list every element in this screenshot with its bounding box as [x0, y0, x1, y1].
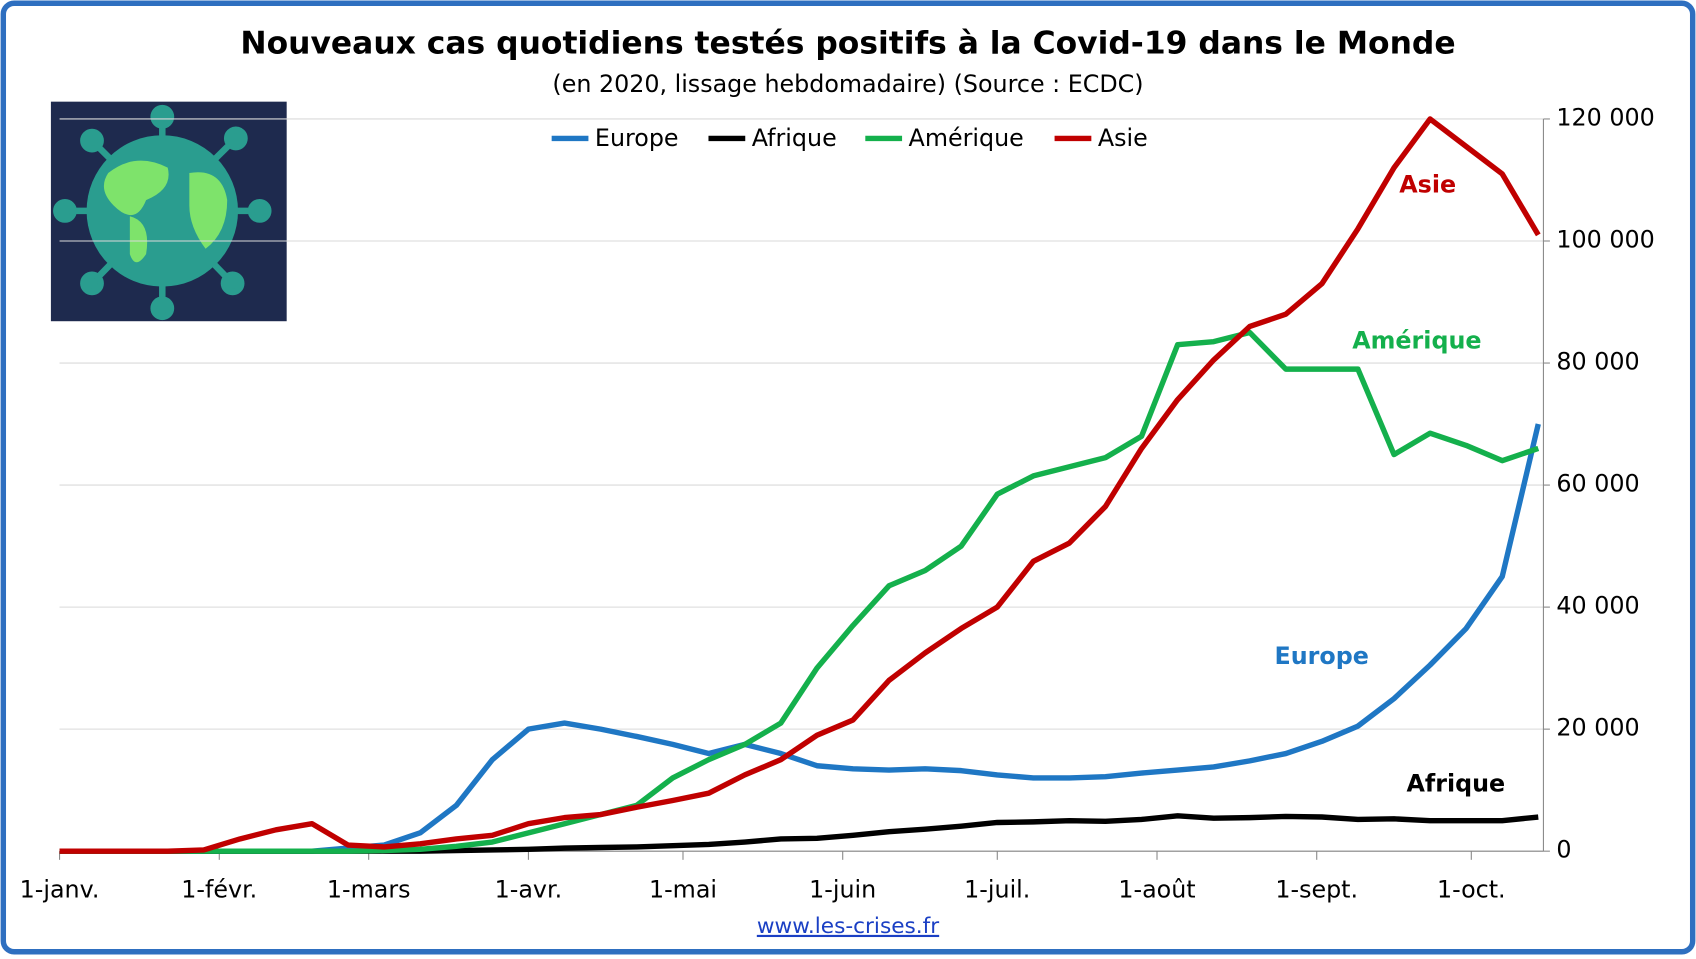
chart-subtitle: (en 2020, lissage hebdomadaire) (Source …	[552, 70, 1143, 98]
series-line	[59, 116, 1541, 854]
y-tick-label: 40 000	[1556, 592, 1639, 620]
legend-label: Afrique	[752, 124, 837, 152]
x-tick-label: 1-avr.	[495, 876, 563, 904]
series-annotation: Europe	[1275, 642, 1369, 670]
series-annotation: Afrique	[1406, 770, 1505, 798]
series-annotation: Asie	[1399, 171, 1456, 199]
y-tick-label: 20 000	[1556, 714, 1639, 742]
y-tick-label: 120 000	[1556, 103, 1654, 131]
legend-label: Amérique	[909, 124, 1024, 152]
x-tick-label: 1-mai	[649, 876, 717, 904]
y-tick-label: 60 000	[1556, 470, 1639, 498]
x-tick-label: 1-août	[1118, 876, 1195, 904]
x-tick-label: 1-juin	[809, 876, 876, 904]
x-tick-label: 1-juil.	[964, 876, 1030, 904]
x-tick-label: 1-mars	[327, 876, 411, 904]
x-tick-label: 1-sept.	[1275, 876, 1358, 904]
x-tick-label: 1-oct.	[1437, 876, 1506, 904]
legend-label: Asie	[1098, 124, 1148, 152]
x-tick-label: 1-févr.	[181, 876, 257, 904]
y-tick-label: 100 000	[1556, 226, 1654, 254]
source-link[interactable]: www.les-crises.fr	[757, 914, 939, 939]
virus-image	[50, 101, 287, 322]
y-tick-label: 0	[1556, 836, 1571, 864]
legend-label: Europe	[595, 124, 679, 152]
y-tick-label: 80 000	[1556, 348, 1639, 376]
x-tick-label: 1-janv.	[20, 876, 100, 904]
series-line	[59, 329, 1540, 854]
chart-title: Nouveaux cas quotidiens testés positifs …	[240, 25, 1455, 61]
series-annotation: Amérique	[1352, 326, 1481, 354]
